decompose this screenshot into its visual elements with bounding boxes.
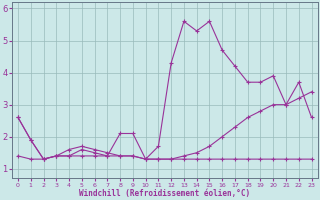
X-axis label: Windchill (Refroidissement éolien,°C): Windchill (Refroidissement éolien,°C) — [79, 189, 250, 198]
